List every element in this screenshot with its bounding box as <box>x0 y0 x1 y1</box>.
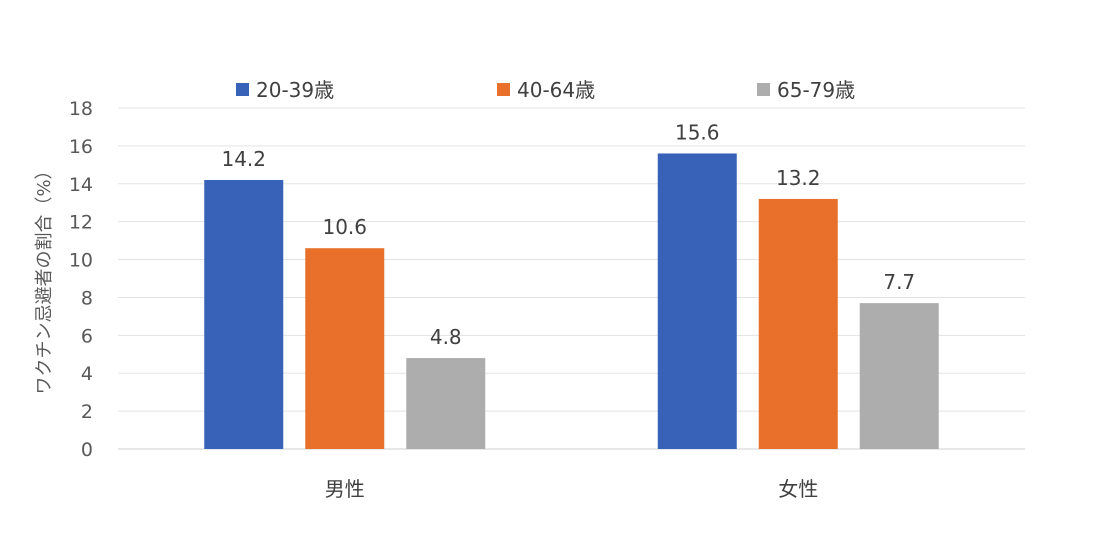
y-tick-label: 18 <box>69 98 93 120</box>
bar <box>859 303 939 449</box>
data-label: 14.2 <box>221 147 266 171</box>
data-label: 4.8 <box>430 325 462 349</box>
bar <box>406 358 486 449</box>
y-tick-label: 6 <box>81 325 93 347</box>
legend-swatch <box>236 83 249 96</box>
y-tick-label: 12 <box>69 212 93 234</box>
data-label: 7.7 <box>883 270 915 294</box>
y-tick-label: 8 <box>81 287 93 309</box>
y-tick-label: 2 <box>81 401 93 423</box>
legend-label: 40-64歳 <box>517 78 595 102</box>
y-tick-label: 14 <box>69 174 93 196</box>
legend-label: 65-79歳 <box>777 78 855 102</box>
data-label: 15.6 <box>675 120 720 144</box>
bar <box>204 179 284 449</box>
y-tick-label: 10 <box>69 250 93 272</box>
y-tick-label: 16 <box>69 136 93 158</box>
y-axis-ticks: 0 2 4 6 8 10 12 14 16 18 <box>69 98 93 461</box>
legend-swatch <box>757 83 770 96</box>
y-axis-label: ワクチン忌避者の割合（%） <box>34 161 55 394</box>
bar <box>305 248 385 449</box>
data-label: 10.6 <box>322 215 367 239</box>
bar <box>657 153 737 449</box>
x-category-label: 男性 <box>325 477 365 501</box>
data-label: 13.2 <box>776 166 821 190</box>
x-category-label: 女性 <box>778 477 818 501</box>
bar <box>758 198 838 449</box>
legend: 20-39歳 40-64歳 65-79歳 <box>236 78 855 102</box>
legend-swatch <box>497 83 510 96</box>
x-axis-categories: 男性 女性 <box>325 477 819 501</box>
data-labels: 14.2 10.6 4.8 15.6 13.2 7.7 <box>221 120 915 349</box>
y-tick-label: 4 <box>81 363 93 385</box>
legend-label: 20-39歳 <box>256 78 334 102</box>
bars <box>204 153 939 449</box>
y-tick-label: 0 <box>81 439 93 461</box>
